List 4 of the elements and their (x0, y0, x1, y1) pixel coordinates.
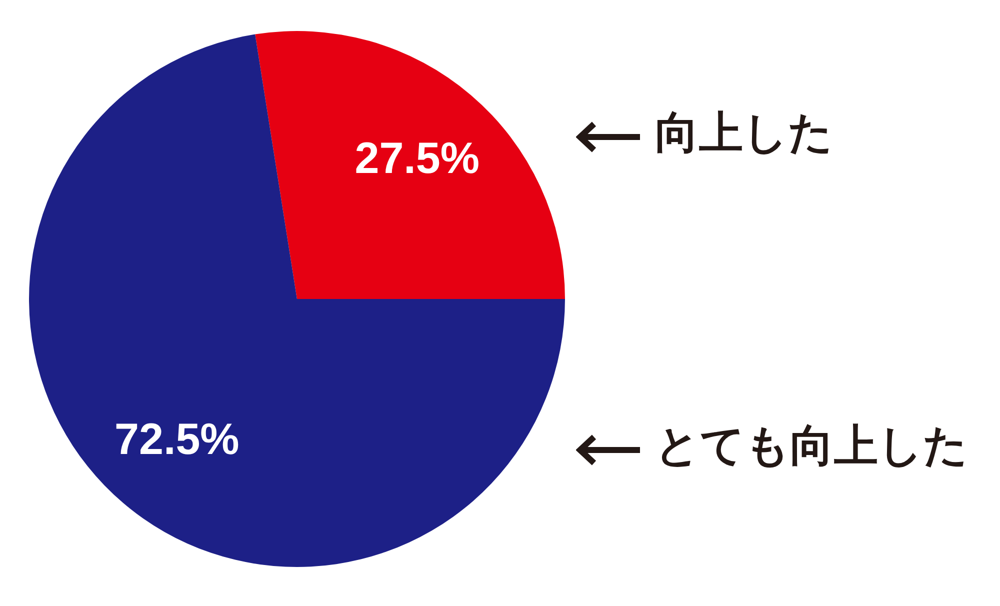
slice-label: とても向上した (655, 420, 968, 472)
slice-label: 向上した (655, 108, 833, 158)
data-label: 27.5% (354, 134, 480, 183)
data-label: 72.5% (114, 415, 240, 464)
